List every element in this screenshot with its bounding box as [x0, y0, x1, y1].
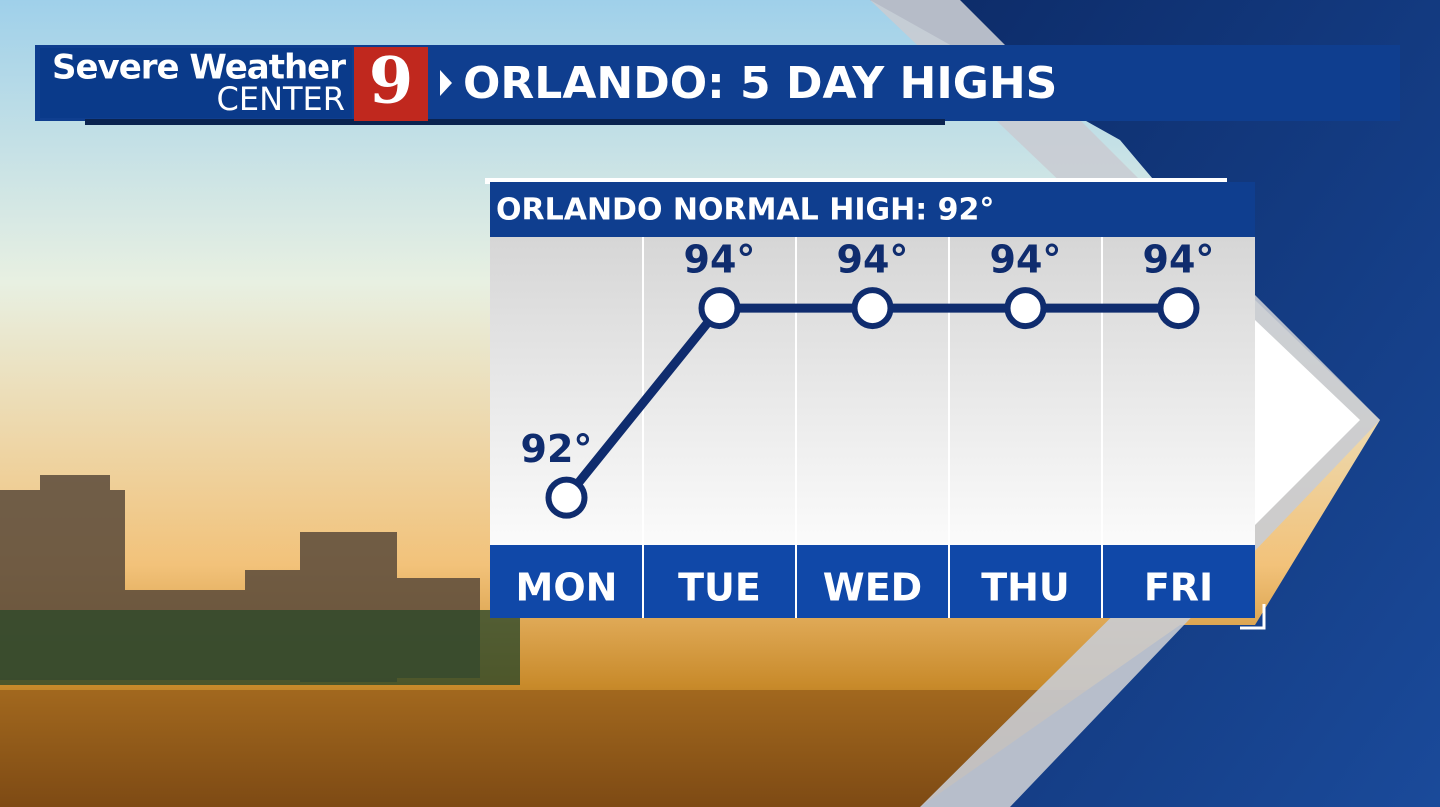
point [1157, 287, 1200, 330]
data-label: 94° [837, 238, 909, 282]
header-shadow [85, 119, 945, 125]
channel: 9 [369, 44, 414, 119]
data-label: 94° [990, 238, 1062, 282]
point [698, 287, 741, 330]
x-tick-label: WED [823, 566, 922, 610]
data-label: 92° [521, 427, 593, 471]
chevron-tip [1255, 320, 1360, 525]
arrow [440, 70, 452, 96]
x-tick-label: THU [981, 566, 1070, 610]
x-tick-label: TUE [678, 566, 761, 610]
x-tick-label: MON [516, 566, 618, 610]
chevron [870, 0, 1380, 807]
data-label: 94° [1143, 238, 1215, 282]
chart-title-bar [490, 182, 1255, 237]
chart-title: ORLANDO NORMAL HIGH: 92° [496, 193, 994, 228]
corner-mark [1240, 604, 1266, 630]
brand-line2: CENTER [217, 80, 346, 118]
point [1004, 287, 1047, 330]
header-title: ORLANDO: 5 DAY HIGHS [463, 58, 1057, 109]
x-tick-label: FRI [1144, 566, 1213, 610]
data-label: 94° [684, 238, 756, 282]
point [545, 476, 588, 519]
channel-box [354, 47, 428, 121]
trees [0, 610, 520, 685]
point [851, 287, 894, 330]
water [0, 690, 1100, 807]
plot-area [490, 237, 1255, 545]
day-bar [490, 545, 1255, 618]
brand-box [40, 48, 352, 118]
panel-border [485, 178, 1227, 184]
side-panel [870, 0, 1440, 807]
brand-line1: Severe Weather [52, 48, 346, 88]
